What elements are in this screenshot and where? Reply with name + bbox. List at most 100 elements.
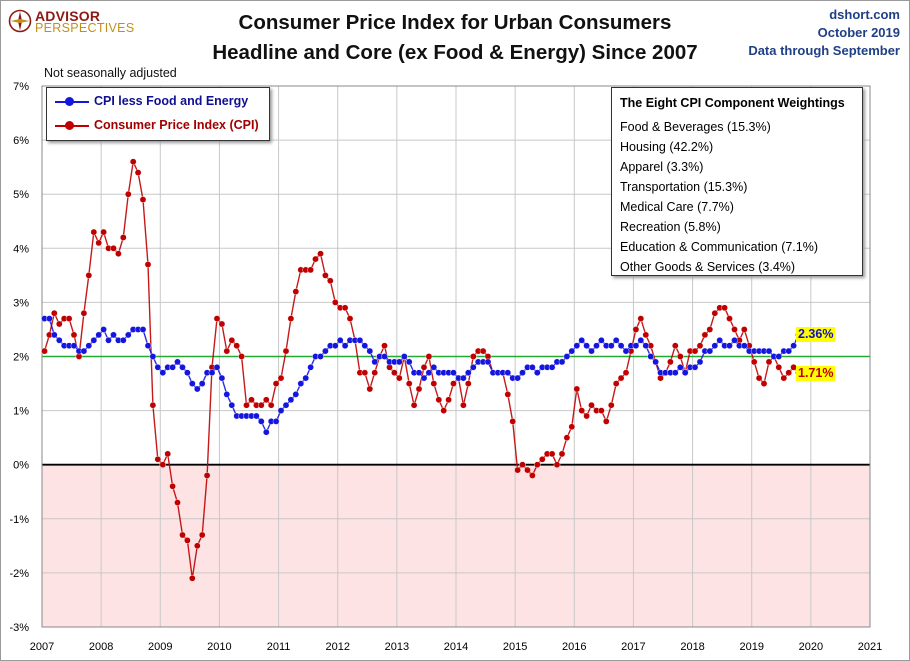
core-data-point [169, 363, 176, 371]
cpi-data-point [775, 363, 783, 371]
core-data-point [612, 336, 620, 344]
cpi-data-point [331, 299, 339, 306]
cpi-data-point [203, 472, 211, 479]
cpi-data-point [750, 358, 758, 366]
core-data-point [144, 342, 152, 350]
cpi-data-point [509, 418, 517, 425]
cpi-data-point [583, 412, 590, 420]
core-data-point [287, 396, 295, 404]
cpi-data-point [134, 169, 142, 176]
core-data-point [257, 418, 265, 425]
core-data-point [218, 374, 226, 382]
legend-core-label: CPI less Food and Energy [94, 94, 249, 108]
cpi-data-point [553, 461, 561, 469]
core-data-point [617, 342, 625, 350]
cpi-data-point [410, 401, 418, 409]
cpi-data-point [588, 401, 595, 409]
core-data-point [120, 336, 127, 344]
core-data-point [400, 353, 408, 360]
x-tick-label: 2010 [207, 641, 231, 653]
cpi-data-point [144, 261, 152, 268]
cpi-data-point [425, 353, 433, 360]
cpi-data-point [193, 542, 201, 550]
cpi-data-point [667, 358, 674, 366]
cpi-data-point [391, 369, 398, 377]
x-tick-label: 2019 [739, 641, 763, 653]
core-data-point [430, 363, 438, 371]
legend-item-core: CPI less Food and Energy [53, 93, 265, 111]
core-data-point [598, 336, 605, 344]
core-data-point [100, 326, 107, 333]
cpi-data-point [726, 315, 733, 322]
core-data-point [672, 369, 679, 377]
cpi-data-point [558, 450, 566, 458]
cpi-data-point [262, 396, 270, 404]
y-tick-label: 7% [13, 81, 29, 93]
core-data-point [159, 369, 167, 377]
core-data-point [514, 374, 521, 382]
weightings-list: Food & Beverages (15.3%) Housing (42.2%)… [620, 117, 818, 277]
cpi-data-point [272, 380, 280, 387]
cpi-data-point [381, 342, 388, 350]
y-tick-label: 4% [13, 243, 29, 255]
core-data-point [642, 342, 650, 350]
cpi-data-point [56, 320, 63, 328]
cpi-data-point [785, 369, 793, 377]
core-data-point [558, 358, 566, 366]
publication-date: October 2019 [817, 25, 900, 40]
core-data-point [208, 369, 216, 377]
legend-core-marker [65, 97, 74, 106]
cpi-data-point [322, 272, 329, 279]
core-data-point [731, 336, 738, 344]
core-data-point [331, 342, 339, 350]
core-data-point [110, 331, 117, 339]
cpi-data-point [622, 369, 630, 377]
core-data-point [425, 369, 433, 377]
core-data-point [272, 418, 280, 425]
cpi-data-point [41, 347, 48, 355]
cpi-data-point [435, 396, 443, 404]
x-tick-label: 2008 [89, 641, 113, 653]
adjustment-note: Not seasonally adjusted [44, 66, 177, 80]
cpi-data-point [731, 326, 738, 333]
weighting-item: Housing (42.2%) [620, 140, 714, 154]
y-tick-label: 5% [13, 189, 29, 201]
cpi-data-point [608, 401, 615, 409]
cpi-data-point [70, 331, 78, 339]
core-data-point [277, 407, 285, 414]
legend-item-cpi: Consumer Price Index (CPI) [53, 117, 265, 135]
cpi-data-point [395, 374, 403, 382]
core-data-point [105, 336, 112, 344]
cpi-data-point [539, 455, 546, 463]
core-data-point [282, 401, 290, 409]
cpi-data-point [243, 401, 250, 409]
cpi-data-point [464, 380, 472, 387]
core-data-point [262, 428, 270, 436]
cpi-data-point [65, 315, 73, 322]
core-data-point [450, 369, 457, 377]
cpi-data-point [514, 466, 521, 474]
cpi-data-point [248, 396, 255, 404]
core-data-point [529, 363, 536, 371]
core-data-point [790, 342, 797, 350]
cpi-data-point [632, 326, 640, 333]
cpi-data-point [154, 455, 162, 463]
core-data-point [548, 363, 556, 371]
cpi-data-point [223, 347, 231, 355]
cpi-data-point [174, 499, 181, 506]
core-data-point [583, 342, 590, 350]
core-data-point [573, 342, 581, 350]
legend: CPI less Food and Energy Consumer Price … [46, 87, 270, 141]
x-tick-label: 2014 [444, 641, 468, 653]
cpi-data-point [642, 331, 650, 339]
x-axis: 2007 2008 2009 2010 2011 2012 2013 2014 2015 2016… [30, 641, 882, 653]
cpi-data-point [188, 575, 196, 582]
cpi-data-point [159, 461, 167, 469]
cpi-data-point [292, 288, 300, 295]
cpi-data-point [534, 461, 541, 469]
cpi-data-point [701, 331, 709, 339]
weighting-item: Food & Beverages (15.3%) [620, 120, 771, 134]
cpi-data-point [691, 347, 699, 355]
cpi-data-point [445, 396, 452, 404]
y-tick-label: 1% [13, 406, 29, 418]
